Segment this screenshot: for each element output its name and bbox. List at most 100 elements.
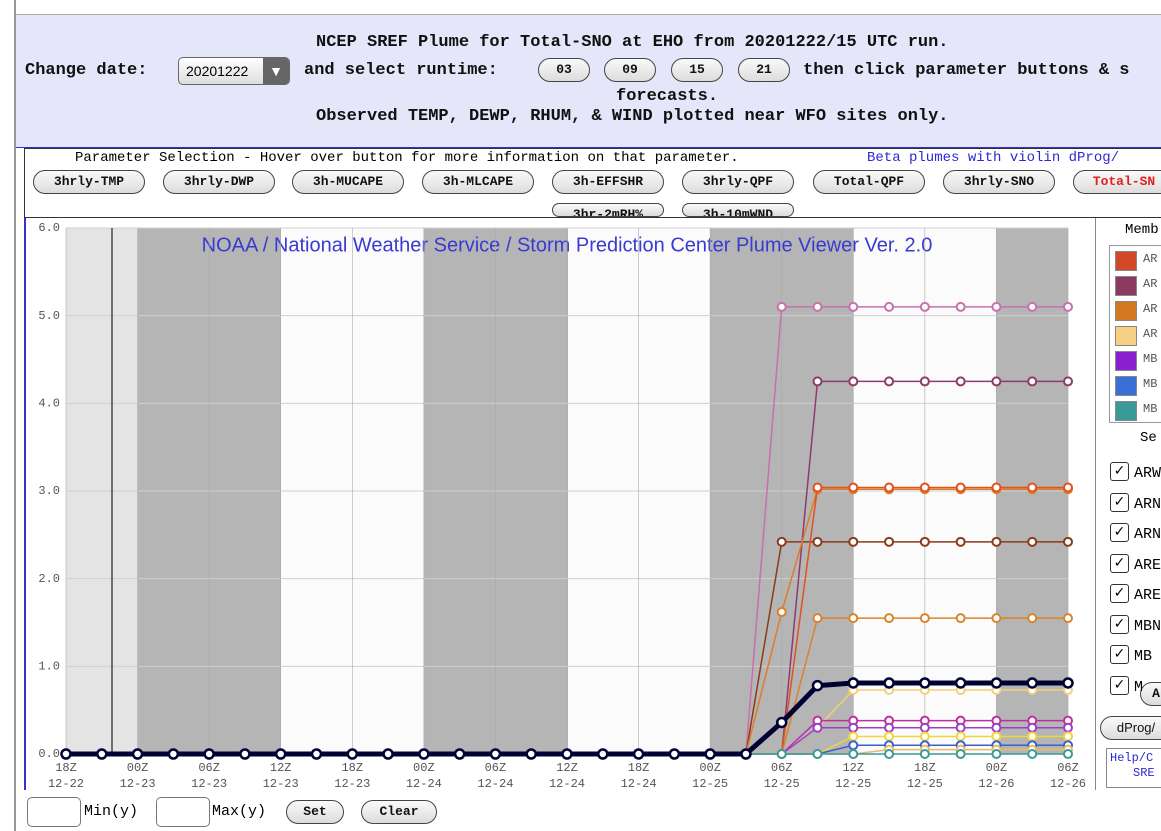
checkbox-label: MBN — [1134, 617, 1161, 635]
min-input[interactable] — [27, 797, 81, 827]
checkbox[interactable]: ✓ — [1110, 675, 1129, 695]
checkbox-label: ARW — [1134, 465, 1161, 482]
checkbox[interactable]: ✓ — [1110, 584, 1129, 603]
x-tick-label: 12-26 — [978, 777, 1014, 790]
checkbox[interactable]: ✓ — [1110, 614, 1129, 634]
legend-swatch — [1115, 301, 1137, 321]
parameter-button[interactable]: 3h-MLCAPE — [422, 170, 534, 194]
help-line[interactable]: SRE — [1133, 766, 1155, 780]
checkbox[interactable]: ✓ — [1110, 645, 1129, 664]
series-point — [919, 536, 930, 547]
series-point — [776, 301, 787, 312]
x-tick-label: 18Z — [341, 761, 363, 775]
series-point — [955, 722, 966, 733]
checkbox[interactable]: ✓ — [1110, 492, 1129, 512]
y-tick-label: 5.0 — [38, 309, 60, 323]
series-point — [203, 748, 215, 760]
series-point — [955, 482, 966, 493]
x-tick-label: 18Z — [914, 761, 936, 775]
parameter-button[interactable]: 3h-10mWND — [682, 203, 794, 217]
series-point — [884, 749, 895, 759]
series-point — [776, 536, 787, 547]
checkbox[interactable]: ✓ — [1110, 523, 1129, 542]
series-point — [704, 748, 716, 760]
x-tick-label: 06Z — [198, 761, 220, 775]
legend-label: AR — [1143, 277, 1158, 291]
members-title: Memb — [1125, 222, 1159, 238]
parameter-button[interactable]: 3hrly-TMP — [33, 170, 145, 194]
series-point — [776, 606, 787, 617]
series-point — [848, 749, 859, 759]
series-point — [489, 748, 502, 760]
series-point — [919, 376, 930, 387]
parameter-button[interactable]: 3h-EFFSHR — [552, 170, 664, 194]
series-point — [884, 376, 895, 387]
series-point — [632, 748, 645, 760]
series-point — [1063, 482, 1073, 493]
series-point — [955, 301, 966, 312]
series-point — [60, 748, 72, 760]
parameter-button[interactable]: 3hrly-SNO — [943, 170, 1055, 194]
series-point — [884, 482, 895, 493]
series-point — [848, 731, 859, 742]
series-point — [96, 748, 108, 760]
legend-label: MB — [1143, 377, 1158, 391]
series-point — [955, 376, 966, 387]
series-point — [775, 716, 788, 729]
checkbox-label: ARN — [1134, 495, 1161, 513]
checkbox-label: ARN — [1134, 526, 1161, 543]
runtime-button[interactable]: 09 — [604, 58, 656, 82]
series-point — [597, 748, 609, 760]
dprog-button[interactable]: dProg/ — [1100, 716, 1161, 740]
parameter-button[interactable]: Total-SN — [1073, 170, 1161, 194]
legend-label: AR — [1143, 302, 1158, 316]
x-tick-label: 12-25 — [835, 777, 871, 790]
select-arrow: ▼ — [263, 58, 289, 84]
parameter-button[interactable]: 3hr-2mRH% — [552, 203, 664, 217]
x-tick-label: 00Z — [413, 761, 435, 775]
series-point — [131, 748, 144, 760]
parameter-button[interactable]: 3h-MUCAPE — [292, 170, 404, 194]
x-tick-label: 18Z — [628, 761, 650, 775]
series-point — [1063, 536, 1073, 547]
checkbox[interactable]: ✓ — [1110, 553, 1129, 573]
series-point — [991, 613, 1002, 624]
series-point — [1063, 301, 1073, 312]
series-point — [1027, 722, 1038, 733]
series-point — [847, 677, 860, 689]
x-tick-label: 00Z — [986, 761, 1008, 775]
legend-swatch — [1115, 376, 1137, 396]
beta-link[interactable]: Beta plumes with violin dProg/ — [867, 150, 1120, 166]
date-select[interactable]: 20201222 ▼ — [178, 57, 290, 85]
series-point — [955, 731, 966, 742]
runtime-button[interactable]: 03 — [538, 58, 590, 82]
series-point — [884, 536, 895, 547]
runtime-button[interactable]: 21 — [738, 58, 790, 82]
y-tick-label: 6.0 — [38, 221, 60, 235]
series-point — [991, 731, 1002, 742]
x-tick-label: 12-23 — [191, 777, 227, 790]
series-point — [919, 482, 930, 493]
y-tick-label: 2.0 — [38, 572, 60, 586]
series-point — [812, 749, 823, 759]
set-button[interactable]: Set — [286, 800, 344, 824]
series-point — [919, 731, 930, 742]
parameter-button[interactable]: 3hrly-QPF — [682, 170, 794, 194]
clear-button[interactable]: Clear — [361, 800, 437, 824]
parameter-button[interactable]: 3hrly-DWP — [163, 170, 275, 194]
x-tick-label: 06Z — [1057, 761, 1079, 775]
legend-swatch — [1115, 351, 1137, 371]
runtime-button[interactable]: 15 — [671, 58, 723, 82]
series-point — [812, 613, 823, 624]
a-button[interactable]: A — [1140, 682, 1161, 706]
checkbox-label: ARE — [1134, 556, 1161, 574]
checkbox[interactable]: ✓ — [1110, 462, 1129, 481]
legend-swatch — [1115, 401, 1137, 421]
series-point — [991, 536, 1002, 547]
help-line[interactable]: Help/C — [1110, 751, 1154, 765]
parameter-button[interactable]: Total-QPF — [813, 170, 925, 194]
series-point — [919, 749, 930, 759]
series-point — [991, 301, 1002, 312]
checkbox-label: M — [1134, 678, 1144, 696]
max-input[interactable] — [156, 797, 210, 827]
